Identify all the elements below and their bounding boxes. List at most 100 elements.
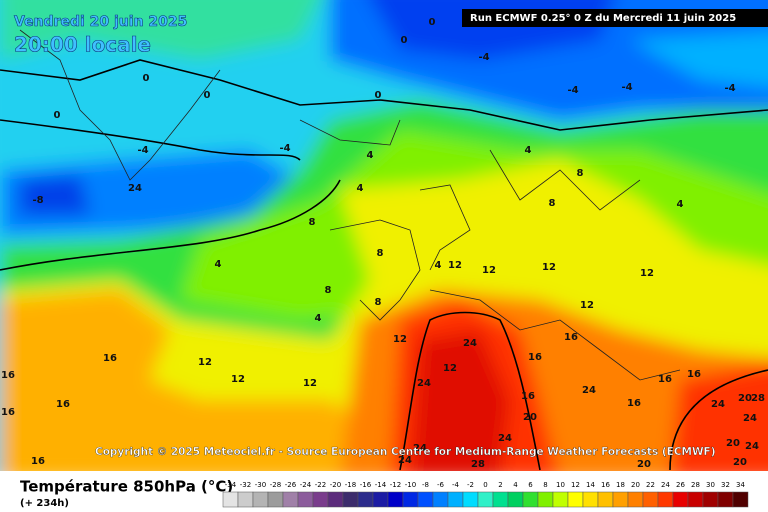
legend-swatch — [597, 491, 614, 508]
contour-label: 8 — [375, 297, 382, 308]
contour-label: 8 — [549, 198, 556, 209]
contour-label: 4 — [435, 260, 442, 271]
contour-label: 20 — [733, 457, 747, 468]
legend-label: -18 — [345, 481, 356, 489]
legend-swatch — [252, 491, 269, 508]
contour-label: 24 — [498, 433, 512, 444]
contour-label: 16 — [658, 374, 672, 385]
contour-label: 24 — [582, 385, 596, 396]
legend-swatch — [687, 491, 704, 508]
contour-label: 0 — [54, 110, 61, 121]
legend-swatch — [297, 491, 314, 508]
legend-label: -16 — [360, 481, 372, 489]
legend-label: -4 — [452, 481, 460, 489]
contour-label: 0 — [401, 35, 408, 46]
legend-swatch — [312, 491, 329, 508]
contour-label: 4 — [315, 313, 322, 324]
legend-label: 28 — [691, 481, 700, 489]
contour-label: -4 — [478, 52, 489, 63]
contour-label: 28 — [751, 393, 765, 404]
contour-label: 12 — [640, 268, 654, 279]
contour-label: 16 — [528, 352, 542, 363]
legend-swatch — [732, 491, 749, 508]
legend-label: 20 — [631, 481, 640, 489]
legend-swatch — [507, 491, 524, 508]
legend-label: -28 — [270, 481, 281, 489]
contour-label: 12 — [542, 262, 556, 273]
contour-label: 20 — [738, 393, 752, 404]
contour-label: 16 — [627, 398, 641, 409]
contour-label: -4 — [279, 143, 290, 154]
legend-swatch — [327, 491, 344, 508]
legend-label: -30 — [255, 481, 266, 489]
legend-swatch — [567, 491, 584, 508]
legend-label: 12 — [571, 481, 580, 489]
run-box — [462, 9, 768, 27]
legend-label: -14 — [375, 481, 387, 489]
legend-label: 0 — [483, 481, 487, 489]
legend-label: 4 — [513, 481, 518, 489]
legend-label: -10 — [405, 481, 416, 489]
legend-label: -24 — [300, 481, 312, 489]
legend-swatch — [282, 491, 299, 508]
contour-label: 4 — [215, 259, 222, 270]
legend-label: 2 — [498, 481, 502, 489]
legend-label: 22 — [646, 481, 655, 489]
run-info: Run ECMWF 0.25° 0 Z du Mercredi 11 juin … — [470, 13, 736, 24]
legend-swatch — [417, 491, 434, 508]
legend-label: 6 — [528, 481, 533, 489]
contour-label: 12 — [393, 334, 407, 345]
legend-label: -22 — [315, 481, 326, 489]
contour-label: 24 — [413, 443, 427, 454]
legend-swatch — [552, 491, 569, 508]
contour-label: 24 — [743, 413, 757, 424]
legend-label: -34 — [225, 481, 237, 489]
contour-label: -4 — [567, 85, 578, 96]
contour-label: 20 — [726, 438, 740, 449]
coastlines — [19, 29, 681, 381]
legend-swatch — [462, 491, 479, 508]
legend-label: -2 — [467, 481, 474, 489]
contour-label: 12 — [482, 265, 496, 276]
contour-label: 4 — [677, 199, 684, 210]
contour-label: 16 — [31, 456, 45, 467]
contour-label: 0 — [375, 90, 382, 101]
contour-label: 0 — [143, 73, 150, 84]
contour-label: 24 — [398, 455, 412, 466]
contour-label: 24 — [711, 399, 725, 410]
legend-label: -6 — [437, 481, 445, 489]
legend-swatch — [357, 491, 374, 508]
contour-label: 12 — [198, 357, 212, 368]
contour-label: 8 — [325, 285, 332, 296]
legend-label: -8 — [422, 481, 429, 489]
legend-swatch — [267, 491, 284, 508]
contour-labels: 0 0 0 0 0 0 -4 -4 -4 -4 -4 -4 -8 4 4 4 8 8 4 8 8 4 8 4 4 12 12 12 12… — [1, 17, 765, 470]
legend-swatch — [492, 491, 509, 508]
contour-label: -8 — [32, 195, 43, 206]
contour-label: 4 — [525, 145, 532, 156]
contour-label: 4 — [357, 183, 364, 194]
legend-label: 18 — [616, 481, 625, 489]
legend-label: 8 — [543, 481, 547, 489]
contour-lines — [0, 59, 768, 471]
contour-label: 20 — [637, 459, 651, 470]
legend-swatch — [447, 491, 464, 508]
legend-swatch — [627, 491, 644, 508]
legend-label: 16 — [601, 481, 610, 489]
legend-swatch — [612, 491, 629, 508]
forecast-date: Vendredi 20 juin 2025 — [14, 14, 187, 30]
contour-label: 0 — [204, 90, 211, 101]
contour-label: 24 — [128, 183, 142, 194]
legend-label: -32 — [240, 481, 251, 489]
legend-swatch — [702, 491, 719, 508]
contour-label: 16 — [103, 353, 117, 364]
contour-label: 0 — [429, 17, 436, 28]
legend-swatch — [237, 491, 254, 508]
contour-label: 8 — [377, 248, 384, 259]
footer-title: Température 850hPa (°C) — [20, 478, 233, 496]
legend-label: 34 — [736, 481, 745, 489]
legend-label: 10 — [556, 481, 565, 489]
legend-label: -12 — [390, 481, 401, 489]
